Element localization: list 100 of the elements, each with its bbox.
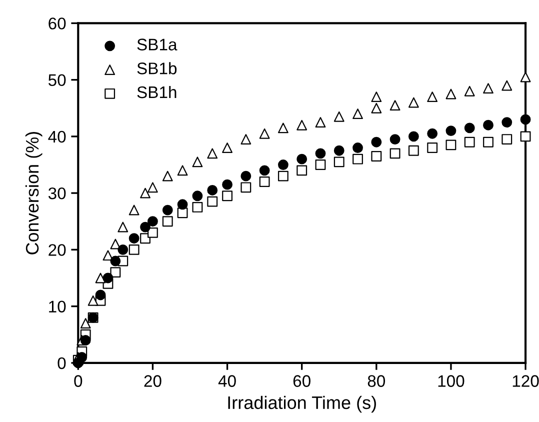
x-tick-label: 120 <box>512 375 539 387</box>
point <box>408 145 419 156</box>
point <box>110 267 121 278</box>
point <box>446 126 456 136</box>
point <box>148 182 158 193</box>
y-tick-label: 50 <box>48 74 66 86</box>
point <box>483 83 494 94</box>
point <box>259 165 270 176</box>
point <box>334 145 344 156</box>
point <box>520 131 531 142</box>
point <box>315 160 326 170</box>
point <box>140 188 150 198</box>
point <box>483 136 494 148</box>
point <box>296 165 308 176</box>
point <box>464 122 475 134</box>
x-tick-label: 60 <box>293 375 310 387</box>
x-tick-label: 40 <box>218 375 236 387</box>
point <box>88 295 98 306</box>
point <box>162 204 173 216</box>
point <box>259 176 270 187</box>
point <box>315 148 326 159</box>
point <box>177 208 188 218</box>
point <box>80 318 91 328</box>
point <box>390 148 400 159</box>
point <box>207 185 218 196</box>
point <box>520 114 531 125</box>
point <box>352 108 363 120</box>
point <box>222 190 232 202</box>
point <box>352 142 363 153</box>
point <box>334 156 344 168</box>
point <box>371 92 382 102</box>
point <box>192 202 203 212</box>
point <box>192 156 203 168</box>
point <box>483 120 494 130</box>
point <box>177 165 188 176</box>
point <box>259 128 270 139</box>
y-tick-label: 60 <box>48 18 66 30</box>
point <box>207 196 218 207</box>
y-axis-title: Conversion (%) <box>25 132 42 254</box>
point <box>222 179 232 190</box>
point <box>371 151 382 162</box>
point <box>502 134 512 144</box>
point <box>278 122 288 134</box>
y-tick-label: 20 <box>48 244 66 256</box>
point <box>446 140 456 150</box>
point <box>427 92 438 102</box>
x-tick-label: 80 <box>368 375 386 387</box>
legend-label: SB1a <box>137 38 178 50</box>
point <box>427 142 438 153</box>
point <box>162 170 173 182</box>
x-tick-label: 100 <box>438 375 464 387</box>
point <box>222 142 232 153</box>
point <box>502 117 512 128</box>
point <box>207 148 218 159</box>
point <box>95 290 106 300</box>
point <box>371 102 382 114</box>
point <box>102 272 114 284</box>
point <box>128 233 140 244</box>
y-tick-label: 10 <box>49 300 66 313</box>
point <box>240 182 252 193</box>
point <box>464 136 475 148</box>
point <box>118 244 128 255</box>
point <box>502 80 512 91</box>
point <box>408 131 419 142</box>
point <box>390 100 400 111</box>
point <box>334 111 344 122</box>
point <box>278 160 288 170</box>
point <box>278 170 288 182</box>
point <box>352 154 363 164</box>
point <box>80 335 91 346</box>
point <box>128 204 140 216</box>
point <box>162 216 173 227</box>
point <box>110 256 121 266</box>
legend-label: SB1h <box>137 86 176 98</box>
point <box>408 97 419 108</box>
point <box>118 222 128 232</box>
point <box>390 134 400 144</box>
point <box>315 117 326 128</box>
y-tick-label: 0 <box>58 357 66 370</box>
point <box>446 88 456 100</box>
point <box>148 227 158 238</box>
legend-label: SB1b <box>137 62 177 74</box>
point <box>177 199 188 210</box>
y-tick-label: 40 <box>48 130 66 143</box>
point <box>192 190 203 202</box>
point <box>95 272 106 284</box>
point <box>128 244 140 255</box>
point <box>464 86 475 96</box>
point <box>296 154 308 164</box>
x-axis-title: Irradiation Time (s) <box>228 396 376 413</box>
point <box>296 120 308 130</box>
point <box>371 136 382 148</box>
point <box>140 222 150 232</box>
point <box>520 72 531 82</box>
x-tick-label: 0 <box>74 375 82 387</box>
point <box>240 170 252 182</box>
point <box>76 352 88 362</box>
point <box>427 128 438 139</box>
point <box>240 134 252 144</box>
x-tick-label: 20 <box>144 375 162 387</box>
